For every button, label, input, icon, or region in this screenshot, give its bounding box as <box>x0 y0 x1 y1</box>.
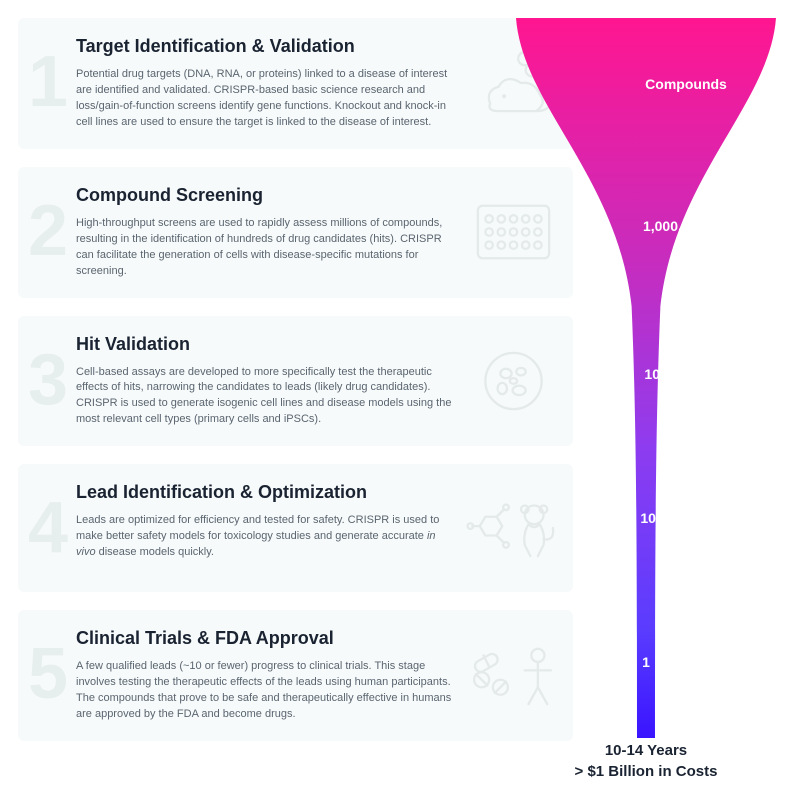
stage-number: 4 <box>28 492 68 564</box>
stage-title: Clinical Trials & FDA Approval <box>76 628 453 649</box>
stage-title: Lead Identification & Optimization <box>76 482 453 503</box>
stage-title: Hit Validation <box>76 334 453 355</box>
stage-desc: Cell-based assays are developed to more … <box>76 365 453 429</box>
stage-title: Target Identification & Validation <box>76 36 453 57</box>
funnel-label: 1 <box>586 654 706 670</box>
funnel-label: 10s <box>592 510 712 526</box>
timeline-cost-caption: 10-14 Years > $1 Billion in Costs <box>516 740 776 782</box>
stage-desc: High-throughput screens are used to rapi… <box>76 216 453 280</box>
stage-card-2: 2 Compound Screening High-throughput scr… <box>18 167 573 298</box>
stage-number: 3 <box>28 344 68 416</box>
funnel-label: 100s <box>600 366 720 382</box>
funnel-label: 1,000,000s <box>618 218 738 234</box>
compounds-funnel: Compounds 1,000,000s 100s 10s 1 <box>516 18 776 738</box>
funnel-label: Compounds <box>626 76 746 92</box>
infographic-root: 1 Target Identification & Validation Pot… <box>0 0 800 800</box>
stage-number: 2 <box>28 195 68 267</box>
stage-card-1: 1 Target Identification & Validation Pot… <box>18 18 573 149</box>
stage-number: 5 <box>28 638 68 710</box>
stage-desc: A few qualified leads (~10 or fewer) pro… <box>76 659 453 723</box>
timeline-text: 10-14 Years <box>516 740 776 761</box>
stage-number: 1 <box>28 46 68 118</box>
stage-card-3: 3 Hit Validation Cell-based assays are d… <box>18 316 573 447</box>
stage-card-5: 5 Clinical Trials & FDA Approval A few q… <box>18 610 573 741</box>
stage-desc: Potential drug targets (DNA, RNA, or pro… <box>76 67 453 131</box>
stage-card-4: 4 Lead Identification & Optimization Lea… <box>18 464 573 592</box>
cost-text: > $1 Billion in Costs <box>516 761 776 782</box>
stage-title: Compound Screening <box>76 185 453 206</box>
stage-desc: Leads are optimized for efficiency and t… <box>76 513 453 561</box>
